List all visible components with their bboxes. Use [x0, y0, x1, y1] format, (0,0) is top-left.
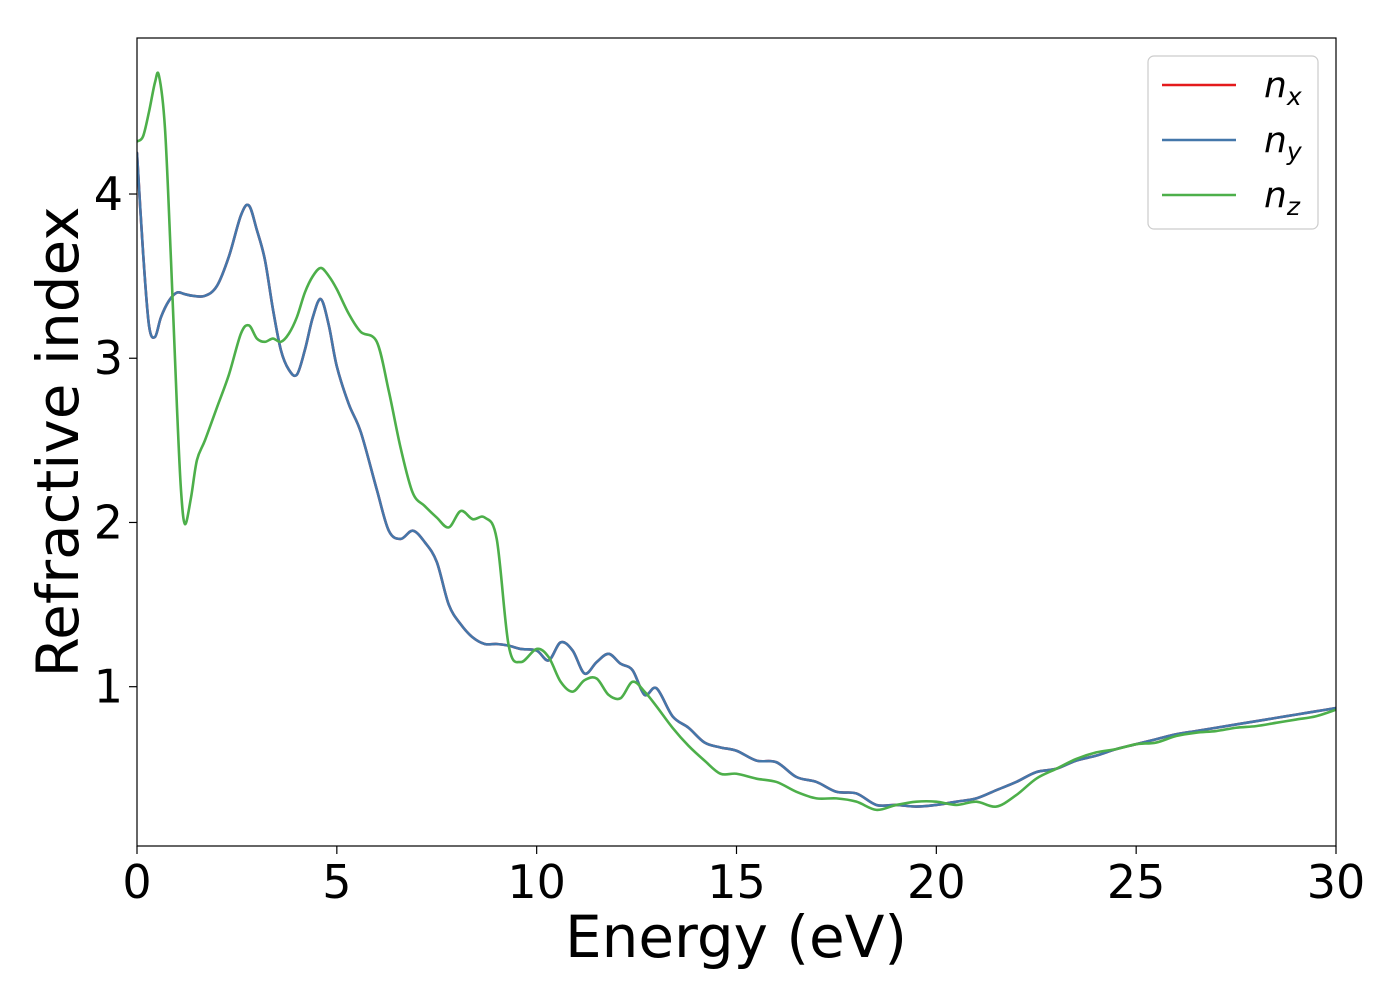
x-tick-label: 10 — [507, 855, 566, 909]
y-tick-label: 4 — [94, 167, 123, 221]
x-tick-label: 0 — [122, 855, 151, 909]
y-tick-label: 1 — [94, 660, 123, 714]
x-tick-label: 30 — [1307, 855, 1366, 909]
x-tick-label: 5 — [322, 855, 351, 909]
legend-frame — [1147, 55, 1319, 230]
legend-subscript: y — [1286, 137, 1303, 166]
y-tick-label: 2 — [94, 495, 123, 549]
plot-background — [137, 38, 1336, 846]
series-layer — [137, 71, 1336, 812]
y-axis: 1 2 3 4 — [94, 167, 137, 714]
x-axis-title: Energy (eV) — [565, 903, 907, 971]
x-axis: 0 5 10 15 20 25 30 — [122, 846, 1365, 909]
x-tick-label: 25 — [1107, 855, 1166, 909]
x-tick-label: 15 — [707, 855, 766, 909]
series-line-nz — [137, 71, 1336, 812]
legend-subscript: z — [1286, 192, 1301, 221]
legend-label: nz — [1264, 175, 1301, 221]
x-tick-label: 20 — [907, 855, 966, 909]
legend-subscript: x — [1286, 82, 1302, 111]
y-axis-title: Refractive index — [24, 206, 92, 677]
y-tick-label: 3 — [94, 331, 123, 385]
